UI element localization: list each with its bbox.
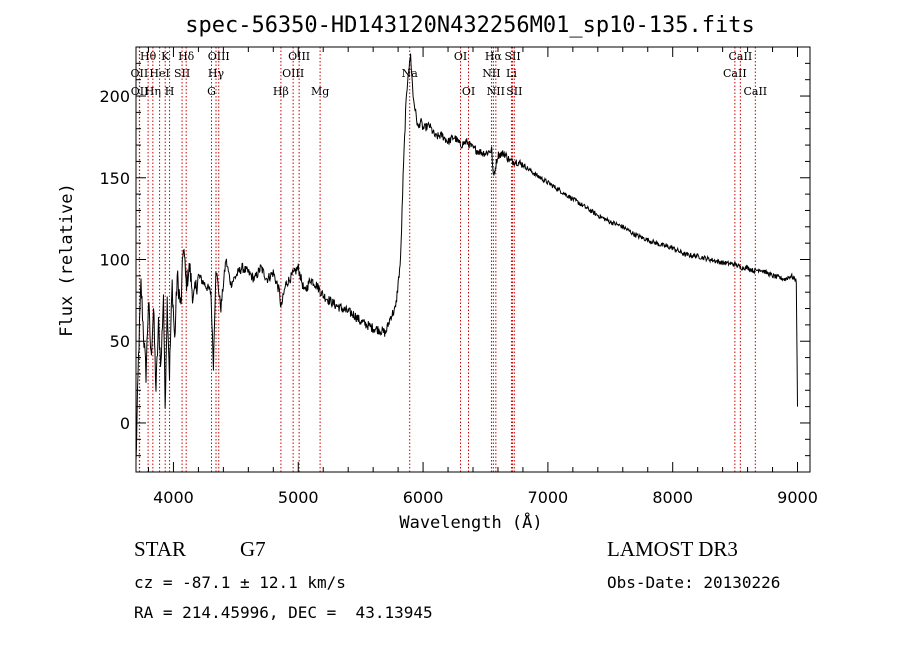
marker-label: SII bbox=[174, 67, 190, 80]
y-tick-label: 100 bbox=[99, 251, 130, 270]
marker-label: Hθ bbox=[140, 50, 157, 63]
marker-label: Hβ bbox=[273, 85, 289, 98]
x-tick-label: 7000 bbox=[528, 488, 569, 507]
marker-label: CaII bbox=[723, 67, 747, 80]
marker-label: OI bbox=[462, 85, 475, 98]
marker-label: OII bbox=[131, 67, 149, 80]
marker-label: Hγ bbox=[208, 67, 225, 80]
x-axis-label: Wavelength (Å) bbox=[399, 511, 542, 533]
marker-label: OIII bbox=[208, 50, 230, 63]
x-axis: 4000 5000 6000 7000 8000 9000 bbox=[147, 47, 818, 507]
y-axis-label: Flux (relative) bbox=[57, 183, 77, 337]
chart-title: spec-56350-HD143120N432256M01_sp10-135.f… bbox=[185, 13, 755, 38]
survey-name: LAMOST DR3 bbox=[607, 537, 738, 561]
marker-label: H bbox=[165, 85, 175, 98]
marker-label: NII bbox=[487, 85, 505, 98]
marker-label: OIII bbox=[282, 67, 304, 80]
x-tick-label: 9000 bbox=[777, 488, 818, 507]
marker-label: SII bbox=[504, 50, 520, 63]
marker-label: CaII bbox=[729, 50, 753, 63]
marker-label: G bbox=[207, 85, 216, 98]
redshift-cz: cz = -87.1 ± 12.1 km/s bbox=[134, 573, 346, 592]
marker-label: SII bbox=[506, 85, 522, 98]
y-tick-label: 200 bbox=[99, 87, 130, 106]
y-axis: 0 50 100 150 200 bbox=[99, 62, 810, 457]
marker-label: CaII bbox=[743, 85, 767, 98]
marker-label: OII bbox=[131, 85, 149, 98]
observation-date: Obs-Date: 20130226 bbox=[607, 573, 781, 592]
x-tick-label: 8000 bbox=[652, 488, 693, 507]
marker-label: NII bbox=[482, 67, 500, 80]
object-class: STAR bbox=[134, 537, 186, 561]
y-tick-label: 150 bbox=[99, 169, 130, 188]
marker-label: Mg bbox=[311, 85, 329, 98]
marker-labels: OII OII Hθ Hη HeI K H SII Hδ G Hγ OIII Hβ OIII OIII Mg N… bbox=[131, 50, 768, 98]
x-tick-label: 4000 bbox=[153, 488, 194, 507]
marker-label: Hδ bbox=[178, 50, 195, 63]
spectral-subclass: G7 bbox=[240, 537, 266, 561]
marker-label: Hη bbox=[145, 85, 161, 98]
coordinates: RA = 214.45996, DEC = 43.13945 bbox=[134, 603, 433, 622]
x-tick-label: 6000 bbox=[403, 488, 444, 507]
marker-label: OIII bbox=[288, 50, 310, 63]
marker-label: HeI bbox=[149, 67, 169, 80]
marker-label: K bbox=[161, 50, 170, 63]
y-tick-label: 50 bbox=[110, 332, 130, 351]
y-tick-label: 0 bbox=[120, 414, 130, 433]
x-tick-label: 5000 bbox=[278, 488, 319, 507]
flux-series-line bbox=[135, 53, 798, 461]
marker-label: Li bbox=[506, 67, 517, 80]
marker-label: Na bbox=[402, 67, 419, 80]
marker-label: OI bbox=[454, 50, 467, 63]
marker-label: Hα bbox=[485, 50, 503, 63]
marker-lines bbox=[138, 47, 756, 472]
